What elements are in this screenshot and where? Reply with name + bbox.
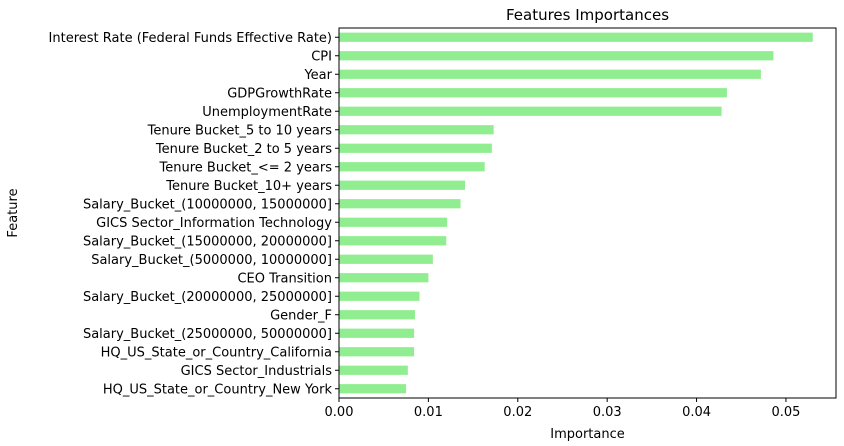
bar xyxy=(339,88,727,98)
bar xyxy=(339,347,415,357)
y-tick-label: Tenure Bucket_<= 2 years xyxy=(159,160,333,175)
bar xyxy=(339,125,494,135)
bar xyxy=(339,273,429,283)
bar xyxy=(339,328,415,338)
y-tick-label: Salary_Bucket_(20000000, 25000000] xyxy=(83,290,332,305)
bar xyxy=(339,69,761,79)
x-axis-ticks: 0.00 0.01 0.02 0.03 0.04 0.05 xyxy=(325,398,800,420)
bar xyxy=(339,384,407,394)
y-tick-label: Salary_Bucket_(25000000, 50000000] xyxy=(83,327,332,342)
y-tick-label: Year xyxy=(303,68,332,83)
bar xyxy=(339,106,722,116)
bar xyxy=(339,217,448,227)
bar xyxy=(339,180,466,190)
x-tick-label: 0.01 xyxy=(414,405,443,420)
bars-group xyxy=(339,32,813,394)
bar xyxy=(339,51,774,61)
x-axis-title: Importance xyxy=(550,427,625,442)
bar xyxy=(339,32,813,42)
bar xyxy=(339,143,492,153)
x-tick-label: 0.05 xyxy=(771,405,800,420)
bar xyxy=(339,236,447,246)
bar xyxy=(339,310,415,320)
y-tick-label: GDPGrowthRate xyxy=(227,86,332,101)
y-tick-label: Tenure Bucket_2 to 5 years xyxy=(155,142,332,157)
y-tick-label: Interest Rate (Federal Funds Effective R… xyxy=(49,31,332,46)
bar xyxy=(339,199,461,209)
bar xyxy=(339,365,408,375)
y-tick-label: CPI xyxy=(311,49,332,64)
y-tick-label: Salary_Bucket_(15000000, 20000000] xyxy=(83,234,332,249)
chart-title: Features Importances xyxy=(506,6,669,24)
x-tick-label: 0.00 xyxy=(325,405,354,420)
x-tick-label: 0.02 xyxy=(503,405,532,420)
y-tick-label: Tenure Bucket_10+ years xyxy=(165,179,332,194)
plot-frame xyxy=(338,27,837,399)
y-tick-label: CEO Transition xyxy=(237,271,332,286)
y-axis-title: Feature xyxy=(6,188,21,237)
y-tick-label: UnemploymentRate xyxy=(202,105,332,120)
y-tick-label: GICS Sector_Information Technology xyxy=(96,216,332,231)
y-tick-label: Salary_Bucket_(5000000, 10000000] xyxy=(91,253,332,268)
bar xyxy=(339,291,420,301)
y-axis-ticks: Interest Rate (Federal Funds Effective R… xyxy=(49,31,339,397)
y-tick-label: Salary_Bucket_(10000000, 15000000] xyxy=(83,197,332,212)
y-tick-label: Tenure Bucket_5 to 10 years xyxy=(147,123,333,138)
y-tick-label: HQ_US_State_or_Country_New York xyxy=(103,382,333,397)
bar xyxy=(339,254,433,264)
x-tick-label: 0.03 xyxy=(593,405,622,420)
bar xyxy=(339,162,485,172)
y-tick-label: GICS Sector_Industrials xyxy=(181,364,333,379)
y-tick-label: Gender_F xyxy=(270,308,332,323)
y-tick-label: HQ_US_State_or_Country_California xyxy=(101,345,332,360)
x-tick-label: 0.04 xyxy=(682,405,711,420)
